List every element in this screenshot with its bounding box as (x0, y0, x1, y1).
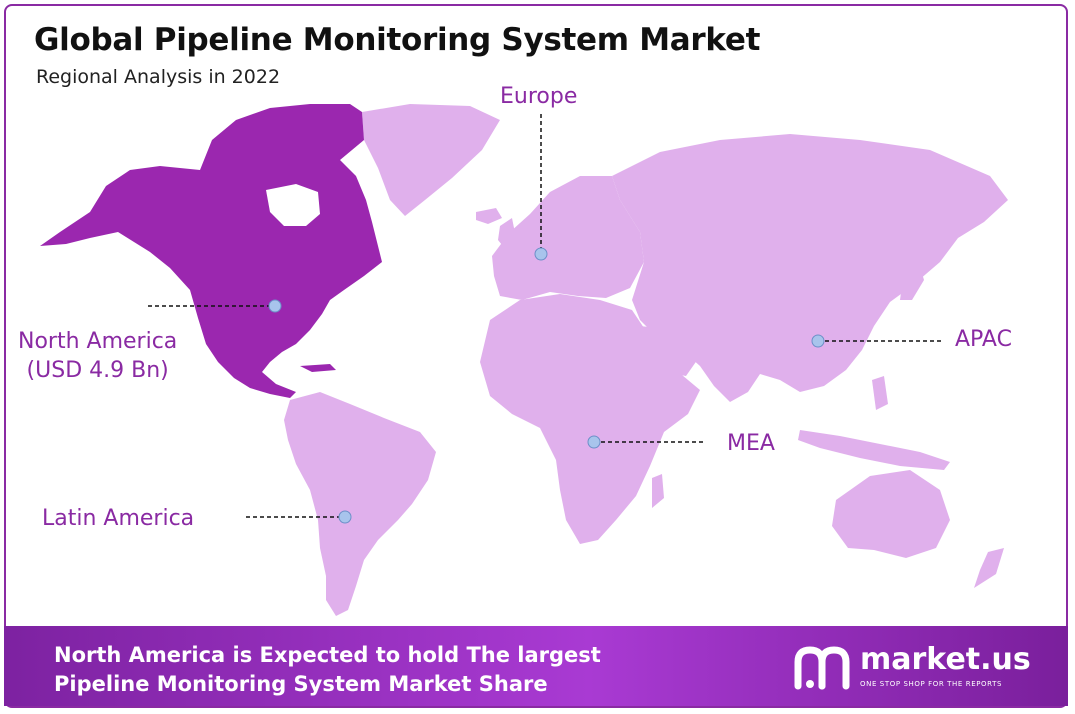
indonesia-shape (798, 430, 950, 470)
japan-shape (900, 260, 924, 300)
europe-shape (492, 176, 644, 300)
brand-tagline: ONE STOP SHOP FOR THE REPORTS (860, 680, 1003, 688)
madagascar-shape (652, 474, 664, 508)
arabia-shape (640, 326, 700, 376)
north-america-label: North America (USD 4.9 Bn) (18, 327, 177, 385)
north-america-value: (USD 4.9 Bn) (26, 358, 169, 383)
footer-text: North America is Expected to hold The la… (54, 641, 601, 699)
footer-line-2: Pipeline Monitoring System Market Share (54, 672, 548, 696)
north-america-shape (40, 104, 382, 398)
market-us-logo-icon (794, 646, 850, 690)
footer-banner: North America is Expected to hold The la… (4, 626, 1068, 706)
africa-shape (480, 294, 700, 544)
brand-block[interactable]: market.us ONE STOP SHOP FOR THE REPORTS (794, 640, 1054, 696)
australia-shape (832, 470, 950, 558)
footer-line-1: North America is Expected to hold The la… (54, 643, 601, 667)
europe-label: Europe (500, 84, 578, 109)
latin-america-shape (284, 392, 436, 616)
europe-marker (534, 114, 548, 261)
new-zealand-shape (974, 548, 1004, 588)
caribbean-shape (300, 364, 336, 372)
latin-america-marker (246, 510, 352, 524)
north-america-name: North America (18, 329, 178, 354)
iceland-shape (476, 208, 502, 224)
mea-label: MEA (727, 431, 775, 456)
brand-name: market.us (860, 642, 1031, 677)
apac-label: APAC (955, 327, 1012, 352)
apac-marker (811, 334, 944, 348)
page-title: Global Pipeline Monitoring System Market (34, 22, 761, 58)
asia-shape (612, 134, 1008, 402)
hudson-bay-shape (266, 184, 320, 226)
mea-marker (587, 435, 704, 449)
uk-shape (498, 218, 516, 250)
greenland-shape (362, 104, 500, 216)
latin-america-label: Latin America (42, 506, 195, 531)
page-subtitle: Regional Analysis in 2022 (36, 66, 281, 88)
north-america-marker (148, 299, 282, 313)
philippines-shape (872, 376, 888, 410)
